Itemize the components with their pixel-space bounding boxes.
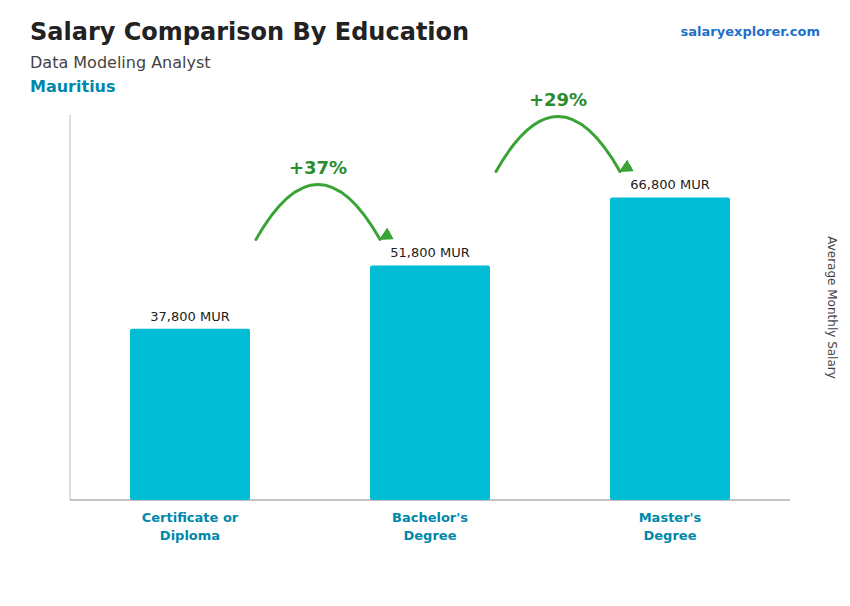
chart: Salary Comparison By Education Data Model…	[0, 0, 850, 606]
subtitle: Data Modeling Analyst	[30, 53, 211, 72]
chart-container: Salary Comparison By Education Data Model…	[0, 0, 850, 606]
y-axis-line	[70, 115, 71, 500]
y-axis-label: Average Monthly Salary	[825, 236, 839, 379]
annotation-country: Mauritius	[30, 77, 116, 96]
bar	[370, 265, 490, 500]
category-label: Certificate orDiploma	[142, 510, 239, 543]
bars	[130, 197, 730, 500]
data-label: 66,800 MUR	[630, 177, 709, 192]
annotation-growth: +29%	[529, 89, 587, 110]
category-label: Bachelor'sDegree	[392, 510, 468, 543]
category-label: Master'sDegree	[639, 510, 702, 543]
bar	[130, 329, 250, 500]
growth-arrow	[496, 116, 620, 171]
annotation-source: salaryexplorer.com	[681, 24, 820, 39]
growth-arrow	[256, 184, 380, 239]
bar	[610, 197, 730, 500]
data-label: 37,800 MUR	[150, 309, 229, 324]
data-label: 51,800 MUR	[390, 245, 469, 260]
title: Salary Comparison By Education	[30, 18, 469, 46]
annotation-growth: +37%	[289, 157, 347, 178]
